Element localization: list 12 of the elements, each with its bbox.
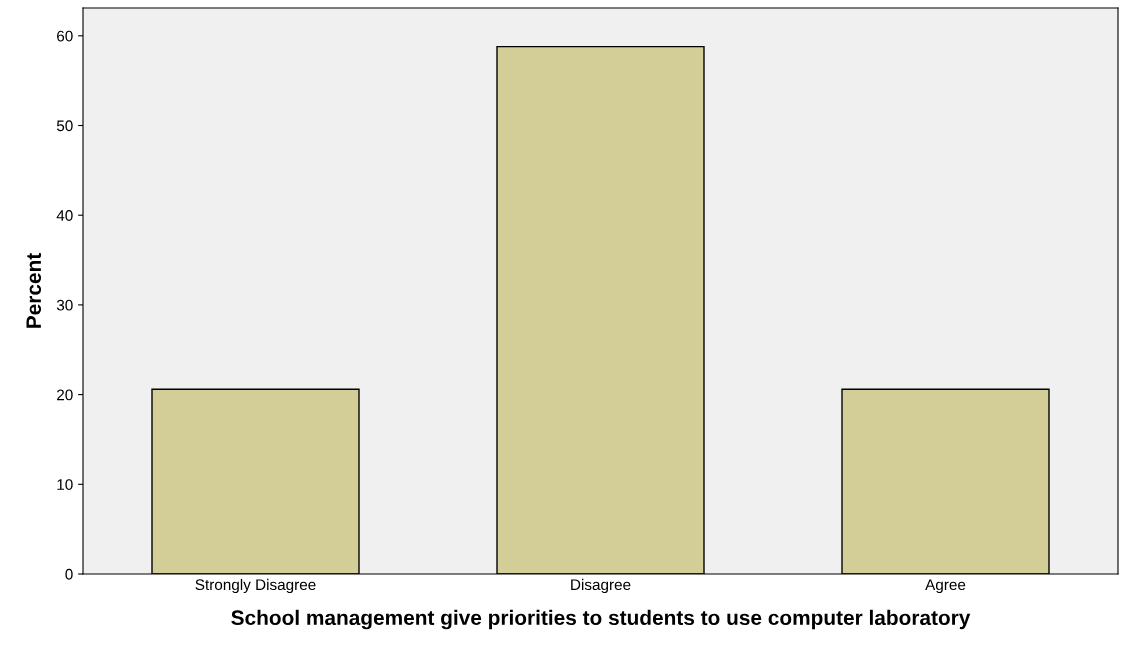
y-tick-label: 20 bbox=[57, 389, 73, 401]
x-tick-label: Strongly Disagree bbox=[195, 578, 316, 594]
x-tick-label: Disagree bbox=[571, 578, 631, 594]
y-tick-label: 10 bbox=[57, 479, 73, 490]
y-tick-label: 0 bbox=[65, 568, 73, 580]
y-axis-title: Percent bbox=[26, 253, 42, 328]
y-tick-label: 40 bbox=[56, 210, 73, 221]
y-tick-label: 30 bbox=[56, 299, 73, 311]
x-axis-title: School management give priorities to students to use computer laboratory bbox=[231, 609, 971, 630]
x-tick-label: Agree bbox=[925, 579, 966, 594]
y-tick-label: 60 bbox=[57, 30, 73, 42]
y-tick-label: 50 bbox=[56, 120, 73, 132]
